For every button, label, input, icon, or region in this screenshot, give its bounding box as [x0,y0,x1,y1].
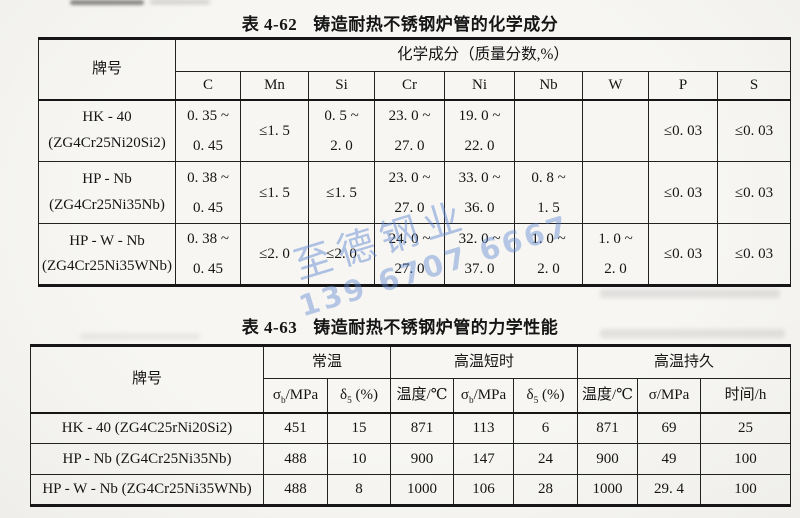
cell-htc-time: 25 [700,412,792,444]
group-header-high-temp-creep: 高温持久 [577,345,792,379]
table2-label: 表 4-63 [241,318,298,337]
cell-hts-delta: 6 [513,412,579,444]
column-header-mn: Mn [240,71,309,100]
column-header-si: Si [308,71,375,100]
cell-htc-time: 100 [700,443,792,475]
grade-name: HK - 40 (ZG4Cr25Ni20Si2) [38,99,176,162]
cell-c: 0. 38 ~ 0. 45 [175,223,241,286]
table-row: HP - W - Nb (ZG4Cr25Ni35WNb) 488 8 1000 … [30,474,792,506]
table-row: HP - Nb (ZG4Cr25Ni35Nb) 0. 38 ~ 0. 45 ≤1… [38,161,792,224]
cell-nb: 1. 0 ~ 2. 0 [514,223,583,286]
cell-mn: ≤1. 5 [240,99,309,162]
table-row: HP - Nb (ZG4Cr25Ni35Nb) 488 10 900 147 2… [30,443,792,475]
cell-p: ≤0. 03 [648,223,718,286]
subcol-sigma-b-mpa: σb/MPa [263,378,328,413]
table1-label: 表 4-62 [241,15,298,34]
cell-w: 1. 0 ~ 2. 0 [582,223,649,286]
grade-name: HK - 40 (ZG4C25rNi20Si2) [30,412,264,444]
subcol-sigma-b-mpa: σb/MPa [453,378,515,413]
table1-title-text: 铸造耐热不锈钢炉管的化学成分 [313,15,559,34]
cell-hts-sigma: 113 [453,412,515,444]
subcol-delta5: δ5 (%) [326,378,392,413]
cell-rt-sigma: 488 [263,443,328,475]
cell-ni: 32. 0 ~ 37. 0 [444,223,515,286]
cell-s: ≤0. 03 [716,99,792,162]
table1-group-header: 化学成分（质量分数,%） [174,38,792,72]
cell-htc-temp: 871 [577,412,639,444]
cell-htc-time: 100 [700,474,792,506]
cell-s: ≤0. 03 [716,223,792,286]
cell-w [582,99,649,162]
group-header-high-temp-short: 高温短时 [390,345,579,379]
table2-subcolumn-header-row: σb/MPa δ5 (%) 温度/℃ σb/MPa δ5 (%) 温度/℃ σ/… [31,378,792,413]
cell-rt-delta: 10 [326,443,392,475]
subcol-time-h: 时间/h [700,378,792,413]
group-header-room-temp: 常温 [262,345,392,379]
cell-rt-sigma: 451 [263,412,328,444]
cell-cr: 24. 0 ~ 27. 0 [374,223,445,286]
cell-hts-temp: 900 [390,443,455,475]
cell-htc-sigma: 69 [637,412,702,444]
cell-si: 0. 5 ~ 2. 0 [308,99,375,162]
cell-hts-delta: 28 [513,474,579,506]
cell-c: 0. 38 ~ 0. 45 [175,161,241,224]
cell-hts-temp: 1000 [390,474,455,506]
table1-column-header-row: C Mn Si Cr Ni Nb W P S [39,71,792,100]
column-header-p: P [648,71,718,100]
cell-hts-temp: 871 [390,412,455,444]
column-header-nb: Nb [514,71,583,100]
bleedthrough-artifact [600,289,780,298]
cell-mn: ≤1. 5 [240,161,309,224]
cell-p: ≤0. 03 [648,161,718,224]
cropped-print-artifact [70,0,144,5]
table2-title: 表 4-63 铸造耐热不锈钢炉管的力学性能 [0,313,800,338]
cell-p: ≤0. 03 [648,99,718,162]
grade-name: HP - W - Nb (ZG4Cr25Ni35WNb) [38,223,176,286]
table2-title-text: 铸造耐热不锈钢炉管的力学性能 [313,318,559,337]
subcol-sigma-mpa: σ/MPa [637,378,702,413]
table-row: HP - W - Nb (ZG4Cr25Ni35WNb) 0. 38 ~ 0. … [38,223,792,286]
cell-s: ≤0. 03 [716,161,792,224]
cell-rt-delta: 15 [326,412,392,444]
column-header-s: S [716,71,792,100]
cell-hts-sigma: 106 [453,474,515,506]
subcol-delta5: δ5 (%) [513,378,579,413]
column-header-c: C [175,71,241,100]
cell-mn: ≤2. 0 [240,223,309,286]
table2-corner-header: 牌号 [30,345,264,413]
column-header-cr: Cr [374,71,445,100]
cell-cr: 23. 0 ~ 27. 0 [374,161,445,224]
table-row: HK - 40 (ZG4Cr25Ni20Si2) 0. 35 ~ 0. 45 ≤… [38,99,792,162]
cell-nb: 0. 8 ~ 1. 5 [514,161,583,224]
cropped-print-artifact [150,0,210,4]
cell-si: ≤2. 0 [308,223,375,286]
cell-ni: 19. 0 ~ 22. 0 [444,99,515,162]
grade-name: HP - W - Nb (ZG4Cr25Ni35WNb) [30,474,264,506]
cell-htc-sigma: 29. 4 [637,474,702,506]
cell-c: 0. 35 ~ 0. 45 [175,99,241,162]
cell-hts-sigma: 147 [453,443,515,475]
column-header-w: W [582,71,649,100]
cell-rt-sigma: 488 [263,474,328,506]
chemical-composition-table: 牌号 化学成分（质量分数,%） C Mn Si Cr Ni Nb W P S H… [38,37,792,287]
table-row: HK - 40 (ZG4C25rNi20Si2) 451 15 871 113 … [30,412,792,444]
cell-htc-temp: 1000 [577,474,639,506]
cell-si: ≤1. 5 [308,161,375,224]
cell-hts-delta: 24 [513,443,579,475]
grade-name: HP - Nb (ZG4Cr25Ni35Nb) [38,161,176,224]
cell-htc-sigma: 49 [637,443,702,475]
column-header-ni: Ni [444,71,515,100]
cell-cr: 23. 0 ~ 27. 0 [374,99,445,162]
table1-title: 表 4-62 铸造耐热不锈钢炉管的化学成分 [0,10,800,35]
cell-ni: 33. 0 ~ 36. 0 [444,161,515,224]
cell-htc-temp: 900 [577,443,639,475]
cell-w [582,161,649,224]
subcol-temperature: 温度/℃ [390,378,455,413]
cell-nb [514,99,583,162]
grade-name: HP - Nb (ZG4Cr25Ni35Nb) [30,443,264,475]
subcol-temperature: 温度/℃ [577,378,639,413]
cell-rt-delta: 8 [326,474,392,506]
table1-corner-header: 牌号 [38,38,176,100]
mechanical-properties-table: 牌号 常温 高温短时 高温持久 σb/MPa δ5 (%) 温度/℃ σb/MP… [30,344,792,507]
